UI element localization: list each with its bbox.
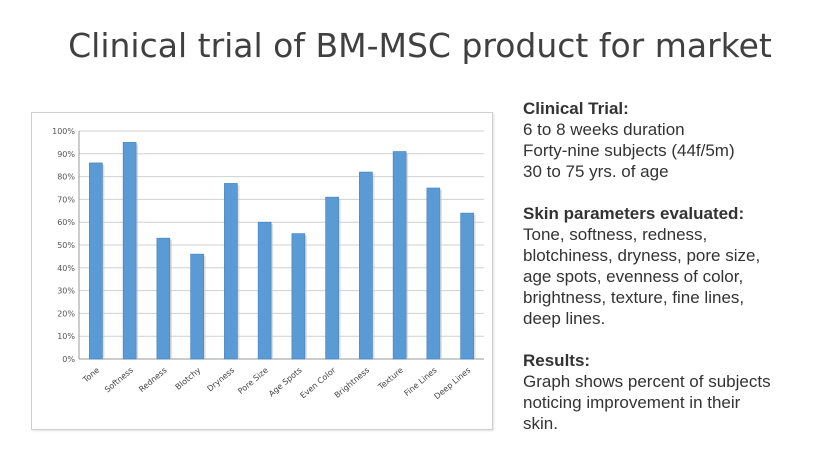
parameters-line: age spots, evenness of color,: [523, 267, 744, 286]
y-tick-label: 50%: [57, 241, 75, 250]
x-category-label: Deep Lines: [433, 366, 473, 401]
bar-chart-svg: 0% 10% 20% 30% 40% 50% 60% 70% 80% 90% 100% Tone Sof…: [52, 127, 484, 401]
results-line: noticing improvement in their: [523, 393, 741, 412]
x-category-label: Redness: [137, 366, 168, 394]
x-category-label: Tone: [80, 366, 101, 385]
results-line: skin.: [523, 414, 558, 433]
bar-chart: 0% 10% 20% 30% 40% 50% 60% 70% 80% 90% 100% Tone Sof…: [31, 112, 493, 430]
x-category-label: Softness: [103, 366, 135, 395]
skin-parameters-section: Skin parameters evaluated: Tone, softnes…: [523, 203, 833, 329]
info-panel: Clinical Trial: 6 to 8 weeks duration Fo…: [523, 98, 833, 455]
results-heading: Results:: [523, 351, 591, 370]
bar-age-spots: [291, 233, 306, 360]
bar-brightness: [359, 171, 373, 360]
y-tick-label: 80%: [57, 173, 75, 182]
bar-texture: [392, 151, 407, 360]
bar-even-color: [325, 196, 339, 360]
y-tick-label: 30%: [57, 287, 75, 296]
bar-fine-lines: [426, 187, 441, 360]
trial-line: 30 to 75 yrs. of age: [523, 162, 669, 181]
x-category-label: Brightness: [333, 366, 371, 400]
bar-redness: [156, 237, 171, 360]
parameters-line: blotchiness, dryness, pore size,: [523, 246, 761, 265]
bar-deep-lines: [460, 212, 474, 360]
bar-softness: [122, 142, 137, 360]
x-category-label: Blotchy: [174, 365, 203, 391]
x-category-label: Dryness: [205, 366, 236, 394]
slide-title: Clinical trial of BM-MSC product for mar…: [68, 26, 772, 65]
results-line: Graph shows percent of subjects: [523, 372, 771, 391]
parameters-line: brightness, texture, fine lines,: [523, 288, 745, 307]
y-tick-label: 20%: [57, 309, 75, 318]
y-tick-label: 10%: [57, 332, 75, 341]
clinical-trial-heading: Clinical Trial:: [523, 99, 629, 118]
y-tick-label: 60%: [57, 218, 75, 227]
y-tick-label: 70%: [57, 195, 75, 204]
results-section: Results: Graph shows percent of subjects…: [523, 350, 833, 434]
x-category-label: Texture: [376, 366, 405, 392]
y-tick-label: 0%: [62, 355, 75, 364]
bar-dryness: [224, 183, 238, 360]
trial-line: 6 to 8 weeks duration: [523, 120, 685, 139]
skin-parameters-heading: Skin parameters evaluated:: [523, 204, 745, 223]
x-category-label: Pore Size: [236, 366, 270, 396]
bar-pore-size: [257, 221, 272, 360]
y-tick-label: 90%: [57, 150, 75, 159]
bar-blotchy: [190, 253, 204, 360]
trial-line: Forty-nine subjects (44f/5m): [523, 141, 735, 160]
parameters-line: Tone, softness, redness,: [523, 225, 708, 244]
clinical-trial-section: Clinical Trial: 6 to 8 weeks duration Fo…: [523, 98, 833, 182]
bar-tone: [89, 162, 103, 360]
x-category-label: Even Color: [299, 365, 338, 400]
y-tick-label: 40%: [57, 264, 75, 273]
parameters-line: deep lines.: [523, 309, 606, 328]
y-tick-label: 100%: [52, 127, 75, 136]
